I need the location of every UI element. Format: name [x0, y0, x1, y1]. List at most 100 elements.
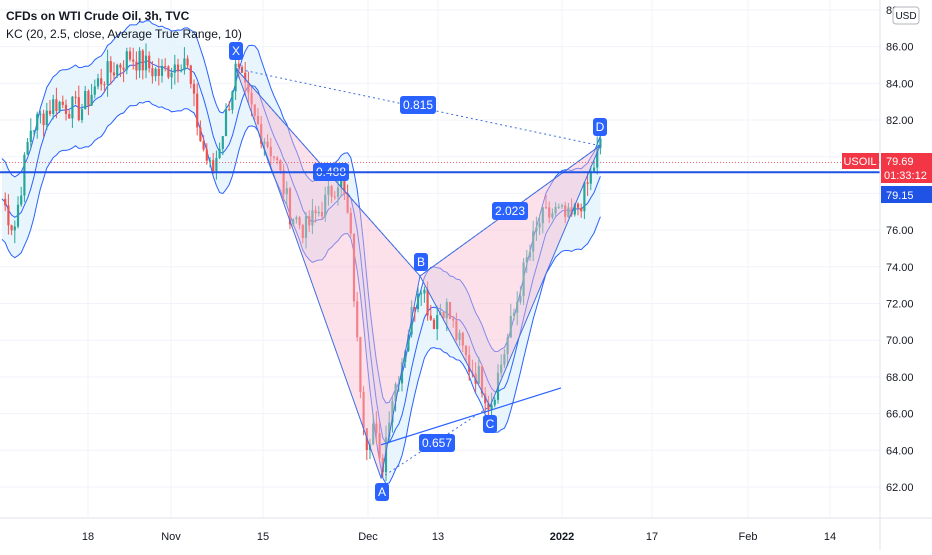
last-price-tag-bg	[881, 153, 932, 183]
candle-body	[583, 182, 586, 212]
currency-button-bg	[892, 6, 920, 25]
candle-body	[80, 109, 84, 121]
ratio-label[interactable]: 2.023	[495, 204, 525, 218]
candle-body	[116, 64, 119, 76]
candle-body	[336, 187, 340, 197]
indicator-legend[interactable]: KC (20, 2.5, close, Average True Range, …	[6, 27, 242, 41]
candle-body	[4, 198, 7, 206]
candle-body	[196, 93, 199, 128]
candle-body	[400, 362, 404, 384]
candle-body	[522, 262, 525, 297]
chart-title: CFDs on WTI Crude Oil, 3h, TVC	[6, 9, 190, 23]
countdown-tag: 01:33:12	[884, 170, 927, 182]
candle-body	[100, 78, 103, 85]
candle-body	[138, 50, 141, 71]
candle-body	[324, 194, 327, 217]
candle-body	[592, 167, 596, 172]
price-tick-label: 64.00	[886, 445, 914, 457]
candle-body	[516, 301, 519, 313]
ratio-label[interactable]: 0.815	[403, 98, 433, 112]
candle-body	[148, 55, 151, 69]
candle-body	[71, 96, 74, 119]
time-tick-label: 17	[646, 531, 658, 543]
horizontal-line[interactable]	[0, 161, 880, 174]
candle-body	[420, 293, 423, 295]
price-tick-label: 72.00	[886, 299, 914, 311]
candle-body	[320, 211, 324, 217]
point-label-bg	[483, 415, 497, 433]
price-tick-label: 82.00	[886, 115, 914, 127]
candle-body	[269, 146, 272, 157]
last-price-tag: 79.69	[886, 156, 914, 168]
candle-body	[311, 210, 314, 226]
ratio-label[interactable]: 0.657	[422, 436, 452, 450]
point-label-bg	[414, 253, 428, 271]
candle-body	[308, 216, 311, 226]
candle-body	[10, 225, 13, 231]
point-label-b[interactable]: B	[417, 255, 425, 269]
candle-body	[253, 104, 256, 116]
candle-body	[170, 72, 173, 78]
candle-body	[356, 301, 359, 338]
time-tick-label: 14	[824, 531, 836, 543]
candle-body	[576, 203, 580, 208]
candle-body	[160, 66, 164, 76]
point-label-x[interactable]: X	[232, 44, 240, 58]
pattern-ratio-line-xb	[235, 68, 421, 277]
price-tick-label: 86.00	[886, 42, 914, 54]
trend-line[interactable]	[380, 387, 562, 446]
candle-body	[346, 194, 349, 213]
point-label-c[interactable]: C	[486, 417, 495, 431]
candle-body	[87, 91, 90, 106]
candle-body	[596, 148, 599, 168]
grid	[0, 0, 880, 518]
candle-body	[487, 403, 490, 410]
currency-button[interactable]: USD	[895, 11, 916, 22]
candle-body	[48, 110, 52, 114]
candle-body	[541, 207, 544, 224]
candle-body	[544, 207, 548, 209]
candle-body	[77, 97, 80, 121]
candle-body	[45, 110, 48, 126]
candle-body	[42, 113, 45, 126]
candle-body	[218, 148, 221, 158]
candle-body	[55, 99, 58, 111]
candle-body	[512, 312, 516, 317]
candle-body	[423, 289, 426, 294]
price-tick-label: 66.00	[886, 409, 914, 421]
candle-body	[260, 124, 263, 144]
candle-body	[455, 320, 458, 340]
point-label-a[interactable]: A	[378, 485, 386, 499]
candle-body	[599, 138, 602, 149]
candle-body	[343, 176, 346, 195]
candle-body	[205, 149, 208, 161]
candle-body	[164, 66, 167, 68]
candle-body	[384, 437, 388, 473]
candle-body	[64, 104, 68, 115]
point-label-d[interactable]: D	[596, 120, 605, 134]
candle-body	[464, 345, 468, 355]
candle-body	[208, 160, 212, 162]
candle-body	[535, 227, 538, 232]
time-axis-bg	[0, 518, 932, 550]
candle-body	[180, 70, 183, 72]
candle-body	[199, 127, 202, 142]
candle-body	[96, 78, 100, 87]
candle-body	[391, 401, 394, 423]
price-tick-label: 70.00	[886, 335, 914, 347]
candle-body	[567, 207, 570, 217]
candle-body	[84, 91, 87, 110]
channel-middle	[1, 60, 601, 444]
candle-body	[16, 204, 20, 227]
candle-body	[448, 301, 452, 319]
candle-body	[106, 61, 109, 85]
candle-body	[288, 188, 292, 225]
candle-body	[279, 159, 282, 171]
candle-body	[573, 203, 576, 215]
line-price-tag: 79.15	[886, 190, 914, 202]
candle-body	[372, 423, 375, 445]
candle-body	[490, 405, 493, 410]
